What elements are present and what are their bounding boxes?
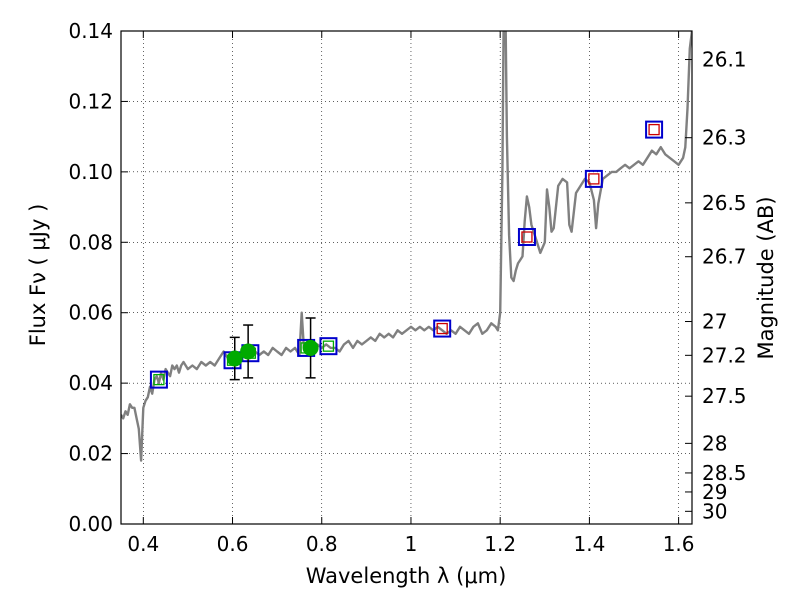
synthetic-inner-square: [153, 373, 165, 386]
synthetic-photometry-square: [319, 337, 338, 356]
x-tick-label: 1.6: [663, 532, 695, 556]
x-tick-label: 1.2: [484, 532, 516, 556]
synthetic-inner-square: [244, 347, 257, 359]
right-tick-label: 27: [702, 310, 727, 334]
right-tick-label: 28: [702, 431, 727, 455]
y-axis-title-left: Flux Fν ( μJy ): [26, 204, 50, 347]
right-tick-label: 26.1: [702, 48, 747, 72]
right-tick-label: 26.5: [702, 191, 747, 215]
y-tick-label: 0.14: [68, 19, 113, 43]
right-tick-label: 26.7: [702, 245, 747, 269]
axis-ticks: 0.4 0.6 0.8 1 1.2 1.4 1.6 0.00 0.02 0.04 0.06 0.08 0…: [68, 19, 746, 556]
right-tick-label: 30: [702, 499, 727, 523]
x-axis-title: Wavelength λ (μm): [306, 564, 507, 588]
x-tick-label: 0.6: [217, 532, 249, 556]
y-tick-label: 0.10: [68, 160, 113, 184]
right-tick-label: 28.5: [702, 461, 747, 485]
synthetic-photometry-square: [645, 120, 664, 139]
y-tick-label: 0.12: [68, 89, 113, 113]
plot-frame: [120, 30, 693, 525]
observed-point: [240, 343, 257, 360]
synthetic-photometry-square: [517, 228, 536, 247]
y-tick-label: 0.00: [68, 512, 113, 536]
synthetic-photometry-square: [584, 169, 603, 188]
observed-point: [226, 350, 243, 367]
synthetic-inner-square: [226, 354, 239, 366]
right-tick-label: 26.3: [702, 126, 747, 150]
synthetic-inner-square: [436, 322, 448, 335]
y-tick-label: 0.06: [68, 301, 113, 325]
right-tick-label: 27.2: [702, 343, 747, 367]
y-axis-title-right: Magnitude (AB): [754, 196, 778, 359]
x-tick-label: 0.8: [306, 532, 338, 556]
right-tick-label: 29: [702, 480, 727, 504]
series-layer: [121, 31, 692, 462]
x-tick-label: 0.4: [127, 532, 159, 556]
synthetic-inner-square: [300, 342, 312, 354]
y-tick-label: 0.04: [68, 371, 113, 395]
y-tick-label: 0.02: [68, 442, 113, 466]
synthetic-photometry-square: [433, 319, 452, 338]
synthetic-photometry-square: [149, 370, 168, 389]
synthetic-inner-square: [648, 123, 660, 136]
y-tick-label: 0.08: [68, 230, 113, 254]
synthetic-inner-square: [588, 173, 600, 185]
synthetic-inner-square: [521, 231, 533, 243]
synthetic-inner-square: [322, 340, 335, 352]
right-tick-label: 27.5: [702, 384, 747, 408]
x-tick-label: 1.4: [573, 532, 605, 556]
x-tick-label: 1: [405, 532, 418, 556]
grid-lines: [121, 30, 692, 525]
model-spectrum-line: [121, 31, 692, 462]
